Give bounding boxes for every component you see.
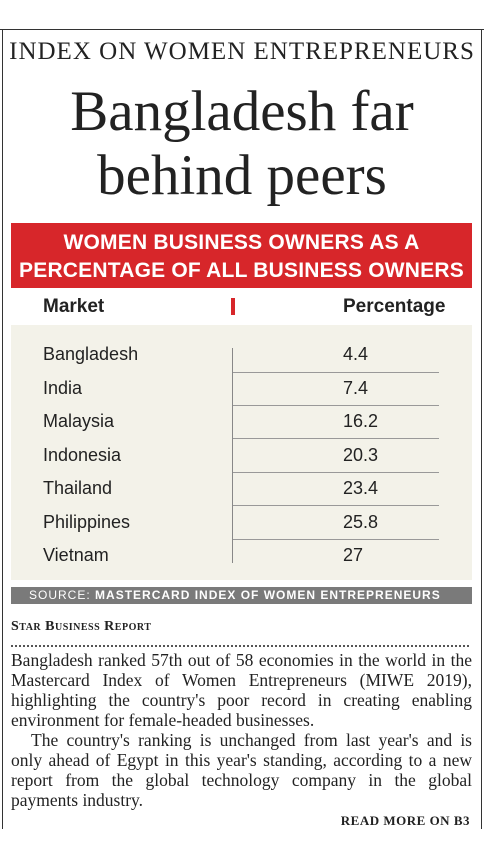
source-text: MASTERCARD INDEX OF WOMEN ENTREPRENEURS bbox=[95, 588, 441, 602]
headline-line-2: behind peers bbox=[97, 144, 387, 207]
table-row-market: Malaysia bbox=[43, 411, 115, 431]
frame-right-rule bbox=[481, 29, 482, 829]
article-body: Bangladesh ranked 57th out of 58 economi… bbox=[11, 650, 472, 810]
table-title-line-1: WOMEN BUSINESS OWNERS AS A bbox=[63, 231, 420, 254]
table-row-percentage: 20.3 bbox=[343, 445, 379, 465]
row-divider bbox=[233, 405, 439, 406]
header-divider-mark bbox=[231, 298, 235, 315]
kicker: INDEX ON WOMEN ENTREPRENEURS bbox=[9, 38, 475, 65]
table-row-market: Indonesia bbox=[43, 445, 122, 465]
read-more-link[interactable]: READ MORE ON B3 bbox=[340, 813, 470, 828]
row-divider bbox=[233, 372, 439, 373]
row-divider bbox=[233, 539, 439, 540]
table-title-banner: WOMEN BUSINESS OWNERS AS A PERCENTAGE OF… bbox=[11, 223, 472, 288]
table-row-percentage: 4.4 bbox=[343, 344, 369, 364]
row-divider bbox=[233, 472, 439, 473]
row-divider bbox=[233, 505, 439, 506]
row-divider bbox=[233, 438, 439, 439]
table-row-percentage: 25.8 bbox=[343, 512, 379, 532]
article-paragraph-2: The country's ranking is unchanged from … bbox=[11, 730, 472, 810]
byline-divider bbox=[11, 645, 469, 647]
article-paragraph-1: Bangladesh ranked 57th out of 58 economi… bbox=[11, 650, 472, 730]
headline: Bangladesh far behind peers bbox=[0, 80, 484, 208]
table-row-market: Philippines bbox=[43, 512, 131, 532]
column-header-percentage: Percentage bbox=[343, 296, 446, 317]
frame-top-rule bbox=[0, 29, 484, 30]
table-row-percentage: 23.4 bbox=[343, 478, 379, 498]
column-header-market: Market bbox=[43, 296, 105, 317]
table-row-market: India bbox=[43, 378, 83, 398]
frame-left-rule bbox=[2, 29, 3, 829]
table-row-market: Vietnam bbox=[43, 545, 109, 565]
table-row-market: Thailand bbox=[43, 478, 113, 498]
table-row-percentage: 7.4 bbox=[343, 378, 369, 398]
table-row-percentage: 27 bbox=[343, 545, 364, 565]
source-bar: SOURCE: MASTERCARD INDEX OF WOMEN ENTREP… bbox=[11, 587, 472, 604]
data-table bbox=[11, 325, 472, 580]
table-row-percentage: 16.2 bbox=[343, 411, 379, 431]
byline: Star Business Report bbox=[11, 619, 152, 634]
table-row-market: Bangladesh bbox=[43, 344, 139, 364]
source-label: SOURCE: bbox=[29, 588, 91, 602]
table-title-line-2: PERCENTAGE OF ALL BUSINESS OWNERS bbox=[19, 259, 464, 282]
headline-line-1: Bangladesh far bbox=[70, 80, 414, 143]
column-separator bbox=[232, 348, 233, 563]
